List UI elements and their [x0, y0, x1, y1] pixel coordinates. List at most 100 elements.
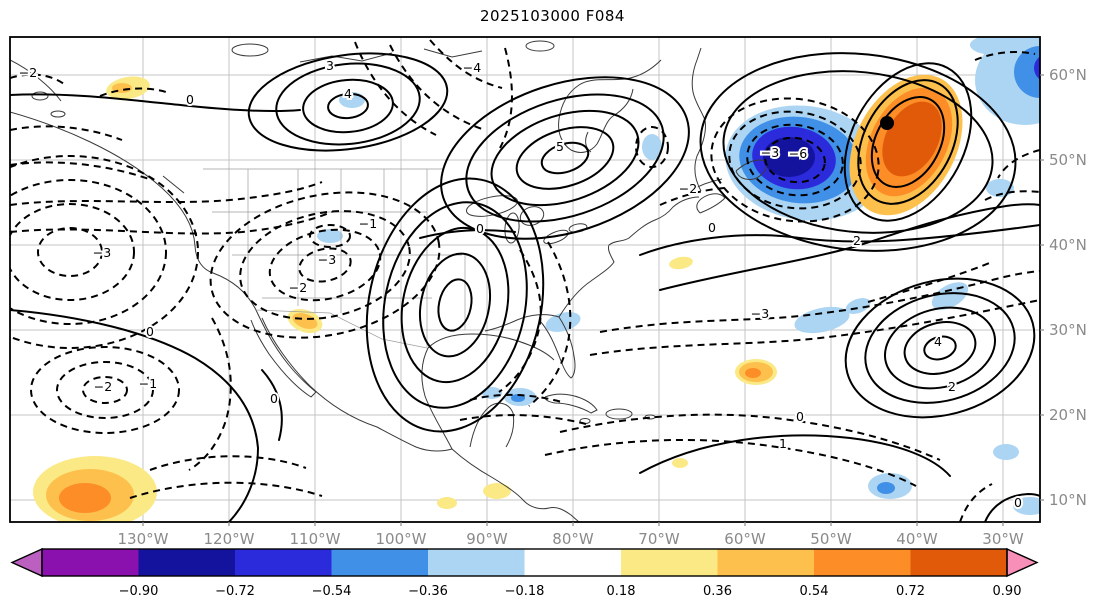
colorbar-tick-label: 0.18: [607, 584, 636, 599]
contour-label: 0: [1014, 495, 1022, 510]
coastlines-shape: [544, 393, 598, 414]
solid-contours-shape: [864, 292, 1016, 404]
contour-label: −2: [19, 65, 37, 80]
contour-label: −3: [751, 306, 769, 321]
contour-label: −2: [289, 280, 307, 295]
anomaly-shading-shape: [993, 444, 1019, 460]
x-tick-label: 90°W: [466, 530, 508, 548]
dashed-contours-shape: [149, 455, 307, 471]
contour-label: 5: [556, 139, 564, 154]
y-tick-label: 30°N: [1049, 321, 1087, 339]
dashed-contours-shape: [10, 125, 123, 141]
colorbar-tick-label: −0.54: [312, 584, 352, 599]
dashed-contours-shape: [10, 203, 135, 301]
solid-contours-shape: [440, 76, 690, 240]
contour-label: −3: [761, 145, 779, 160]
anomaly-shading-shape: [483, 483, 511, 499]
dashed-contours-shape: [459, 414, 587, 425]
x-tick-label: 120°W: [204, 530, 255, 548]
y-tick-label: 50°N: [1049, 151, 1087, 169]
colorbar-tick-label: 0.90: [993, 584, 1022, 599]
dashed-contours-shape: [589, 299, 1040, 356]
dashed-contours-shape: [984, 190, 1040, 201]
contour-label: 0: [708, 220, 716, 235]
dashed-contours-shape: [559, 413, 941, 461]
y-tick-label: 10°N: [1049, 491, 1087, 509]
coastlines-shape: [421, 333, 555, 450]
dashed-contours-shape: [209, 191, 441, 339]
coastlines-shape: [735, 159, 767, 180]
coastlines-shape: [50, 110, 66, 118]
contour-label: 0: [270, 391, 278, 406]
solid-contours-shape: [515, 126, 615, 190]
contour-label: −2: [679, 181, 697, 196]
solid-contours-shape: [722, 70, 994, 234]
coastlines-shape: [504, 212, 520, 244]
dashed-contours-shape: [867, 261, 993, 303]
anomaly-shading-shape: [970, 37, 1020, 55]
colorbar-tick-label: 0.36: [703, 584, 732, 599]
dashed-contours-shape: [309, 224, 351, 248]
x-tick-label: 50°W: [810, 530, 852, 548]
dashed-contours-shape: [429, 39, 503, 89]
anomaly-shading-shape: [672, 458, 688, 468]
colorbar-segment: [621, 549, 718, 576]
solid-contours: [10, 52, 1040, 522]
colorbar-over-arrow: [1006, 547, 1039, 578]
anomaly-shading-shape: [882, 101, 942, 177]
dashed-contours-shape: [997, 149, 1040, 179]
anomaly-shading-shape: [292, 313, 318, 329]
anomaly-shading-shape: [59, 483, 111, 513]
solid-contours-shape: [903, 321, 977, 375]
dashed-contours-shape: [528, 241, 572, 407]
colorbar-segment: [42, 549, 139, 576]
dashed-contours-shape: [710, 97, 880, 223]
coastlines-shape: [605, 408, 633, 420]
anomaly-shading-shape: [437, 497, 457, 509]
coastlines-shape: [469, 402, 515, 448]
x-tick-label: 30°W: [982, 530, 1024, 548]
anomaly-shading-shape: [1013, 497, 1040, 515]
dashed-contours-shape: [499, 47, 513, 149]
contour-label: 1: [779, 436, 787, 451]
anomaly-shading-shape: [317, 229, 343, 243]
solid-contours-shape: [844, 277, 1036, 419]
dashed-contours-shape: [239, 210, 411, 320]
colorbar-tick-label: −0.90: [119, 584, 159, 599]
dashed-contours-shape: [129, 481, 323, 499]
dashed-contours-shape: [30, 346, 180, 434]
dashed-contours-shape: [10, 211, 333, 235]
contour-label: −3: [318, 252, 336, 267]
dashed-contours-shape: [56, 361, 154, 419]
anomaly-shading-shape: [669, 256, 693, 270]
contour-label: 2: [948, 379, 956, 394]
map-frame: [9, 36, 1041, 523]
contour-label: −1: [359, 216, 377, 231]
dashed-contours-shape: [498, 249, 542, 393]
dashed-contours-shape: [659, 187, 725, 206]
colorbar-segment: [138, 549, 236, 576]
colorbar-tick-label: −0.72: [215, 584, 255, 599]
y-tick-label: 40°N: [1049, 236, 1087, 254]
colorbar: −0.90 −0.72 −0.54 −0.36 −0.18 0.18 0.36 0.54 0.7…: [10, 547, 1039, 599]
coastlines-shape: [423, 48, 483, 58]
dashed-contours-shape: [974, 51, 1036, 61]
y-tick-label: 20°N: [1049, 406, 1087, 424]
dashed-contours-shape: [298, 247, 352, 283]
solid-contours-shape: [382, 201, 528, 409]
coastlines-shape: [558, 59, 662, 153]
anomaly-shading-shape: [545, 312, 581, 332]
dashed-contours-shape: [10, 181, 323, 206]
solid-contours-shape: [984, 492, 1040, 522]
solid-contours-shape: [540, 141, 590, 175]
contour-label: 2: [853, 233, 861, 248]
solid-contours-shape: [639, 224, 1040, 256]
colorbar-segment: [717, 549, 815, 576]
x-tick-label: 80°W: [552, 530, 594, 548]
colorbar-outline: [41, 548, 1008, 577]
dashed-contours-shape: [10, 155, 199, 349]
y-tick-label: 60°N: [1049, 66, 1087, 84]
solid-contours-shape: [857, 79, 959, 205]
solid-contours-shape: [490, 109, 640, 207]
